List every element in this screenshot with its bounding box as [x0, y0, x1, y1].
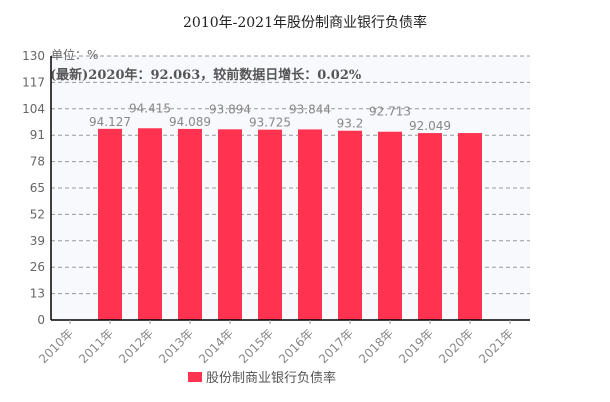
- y-tick-label: 0: [37, 313, 45, 327]
- y-tick-label: 52: [30, 207, 45, 221]
- y-tick-label: 130: [22, 49, 45, 63]
- x-tick-label: 2016年: [276, 326, 316, 366]
- x-tick-label: 2017年: [316, 326, 356, 366]
- unit-label: 单位：%: [51, 47, 98, 62]
- data-label: 92.049: [409, 119, 451, 133]
- latest-note: (最新)2020年：92.063，较前数据日增长：0.02%: [50, 67, 362, 83]
- bar-2014年[interactable]: [218, 129, 242, 320]
- y-tick-label: 117: [22, 75, 45, 89]
- data-label: 93.2: [337, 117, 364, 131]
- data-label: 93.844: [289, 102, 331, 116]
- bar-2012年[interactable]: [138, 128, 162, 320]
- y-tick-label: 65: [30, 181, 45, 195]
- y-tick-label: 91: [30, 128, 45, 142]
- x-tick-label: 2020年: [436, 326, 476, 366]
- y-tick-label: 39: [30, 234, 45, 248]
- data-label: 94.127: [89, 115, 131, 129]
- bar-2017年[interactable]: [338, 130, 362, 320]
- y-tick-label: 104: [22, 102, 45, 116]
- x-tick-label: 2013年: [156, 326, 196, 366]
- legend-swatch: [188, 372, 202, 382]
- y-tick-label: 13: [30, 287, 45, 301]
- legend-label[interactable]: 股份制商业银行负债率: [206, 370, 336, 386]
- data-label: 93.725: [249, 116, 291, 130]
- bar-2013年[interactable]: [178, 128, 202, 320]
- bar-2020年[interactable]: [458, 133, 482, 320]
- bar-2011年[interactable]: [98, 128, 122, 320]
- bar-2015年[interactable]: [258, 129, 282, 320]
- x-tick-label: 2012年: [116, 326, 156, 366]
- x-tick-label: 2014年: [196, 326, 236, 366]
- y-tick-label: 26: [30, 260, 45, 274]
- bar-2016年[interactable]: [298, 129, 322, 320]
- data-label: 94.415: [129, 101, 171, 115]
- bar-2019年[interactable]: [418, 133, 442, 320]
- bar-2018年[interactable]: [378, 131, 402, 320]
- x-tick-label: 2010年: [36, 326, 76, 366]
- x-tick-label: 2011年: [76, 326, 116, 366]
- chart-title: 2010年-2021年股份制商业银行负债率: [183, 14, 427, 31]
- x-tick-label: 2018年: [356, 326, 396, 366]
- data-label: 92.713: [369, 105, 411, 119]
- data-label: 93.894: [209, 102, 251, 116]
- x-tick-label: 2019年: [396, 326, 436, 366]
- x-tick-label: 2021年: [476, 326, 516, 366]
- data-label: 94.089: [169, 115, 211, 129]
- x-tick-label: 2015年: [236, 326, 276, 366]
- y-tick-label: 78: [30, 155, 45, 169]
